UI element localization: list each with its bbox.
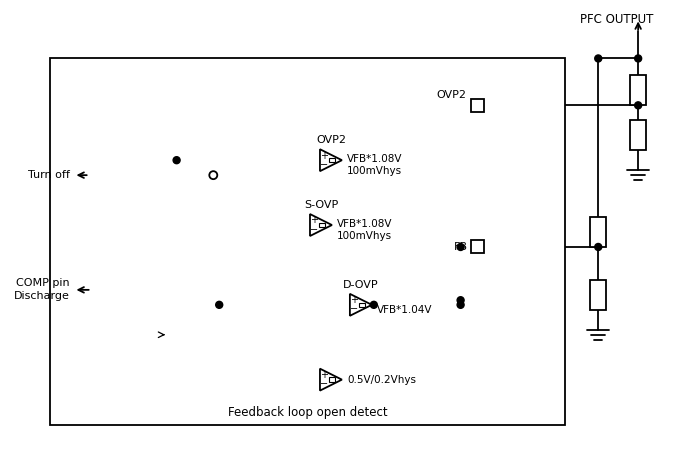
- Text: VFB*1.04V: VFB*1.04V: [377, 305, 432, 315]
- Text: +: +: [310, 215, 318, 226]
- Text: −: −: [310, 225, 318, 235]
- Circle shape: [457, 297, 464, 304]
- Circle shape: [457, 301, 464, 308]
- Bar: [470, 240, 484, 254]
- Circle shape: [216, 301, 223, 308]
- Circle shape: [370, 301, 377, 308]
- Bar: [329, 158, 336, 162]
- Circle shape: [595, 244, 602, 251]
- Text: VFB*1.08V
100mVhys: VFB*1.08V 100mVhys: [347, 154, 403, 176]
- Circle shape: [635, 102, 642, 109]
- Text: VFB*1.08V
100mVhys: VFB*1.08V 100mVhys: [337, 219, 392, 241]
- Bar: [590, 280, 606, 310]
- Bar: [590, 217, 606, 247]
- Text: −: −: [320, 160, 329, 170]
- Text: Feedback loop open detect: Feedback loop open detect: [228, 406, 387, 419]
- Text: +: +: [320, 150, 328, 161]
- Text: +: +: [350, 295, 358, 305]
- Bar: [470, 99, 484, 112]
- Text: S-OVP: S-OVP: [304, 200, 338, 210]
- Text: −: −: [350, 305, 358, 315]
- Bar: [50, 59, 565, 425]
- Circle shape: [457, 244, 464, 251]
- Bar: [319, 223, 325, 227]
- Bar: [329, 377, 336, 382]
- Text: COMP pin
Discharge: COMP pin Discharge: [14, 278, 70, 301]
- Text: 0.5V/0.2Vhys: 0.5V/0.2Vhys: [347, 375, 416, 385]
- Text: Turn off: Turn off: [28, 170, 70, 180]
- Text: +: +: [320, 370, 328, 380]
- Circle shape: [635, 55, 642, 62]
- Text: FB: FB: [454, 242, 468, 252]
- Bar: [630, 120, 646, 150]
- Text: OVP2: OVP2: [316, 135, 346, 145]
- Circle shape: [595, 55, 602, 62]
- Text: −: −: [320, 379, 329, 389]
- Bar: [359, 303, 365, 307]
- Text: D-OVP: D-OVP: [343, 280, 379, 290]
- Text: OVP2: OVP2: [437, 90, 467, 100]
- Bar: [630, 75, 646, 105]
- Circle shape: [173, 157, 180, 164]
- Text: PFC OUTPUT: PFC OUTPUT: [580, 13, 654, 26]
